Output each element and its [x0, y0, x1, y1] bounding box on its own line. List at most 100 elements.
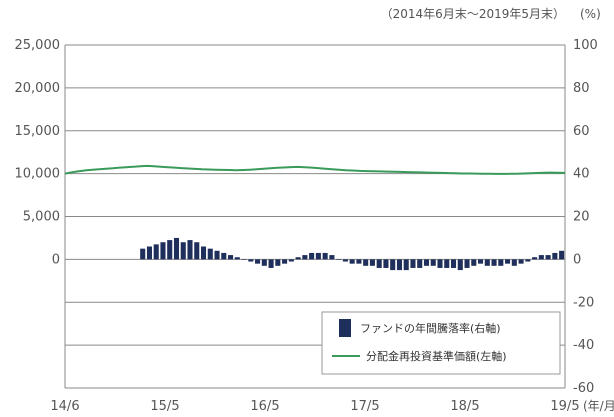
bar: [369, 259, 375, 266]
bar: [167, 240, 173, 260]
period-note: （2014年6月末～2019年5月末）: [381, 7, 565, 21]
bar: [194, 242, 200, 260]
bar: [390, 259, 396, 271]
bar: [471, 259, 477, 266]
bar: [248, 259, 254, 262]
bar: [552, 252, 558, 260]
x-tick-label: 17/5: [350, 399, 379, 414]
left-tick-label: 5,000: [23, 210, 60, 225]
right-tick-label: -60: [573, 381, 594, 396]
legend: ファンドの年間騰落率(右軸) 分配金再投資基準価額(左軸): [321, 311, 561, 375]
bar: [282, 259, 288, 264]
legend-bar-swatch: [339, 319, 351, 337]
bar: [160, 242, 166, 260]
bar: [275, 259, 281, 266]
legend-line-label: 分配金再投資基準価額(左軸): [366, 349, 507, 363]
bar: [268, 259, 274, 268]
bar: [255, 259, 261, 264]
bar: [376, 259, 382, 268]
x-tick-label: 15/5: [150, 399, 179, 414]
bar: [214, 250, 220, 260]
bar: [450, 259, 457, 268]
left-tick-label: 10,000: [15, 167, 61, 182]
bar: [336, 259, 342, 260]
bar: [498, 259, 504, 266]
right-tick-label: 60: [573, 124, 590, 139]
bar: [518, 259, 524, 264]
left-tick-label: 25,000: [15, 38, 61, 53]
bar: [295, 257, 301, 260]
right-tick-label: -20: [573, 295, 594, 310]
bar: [140, 248, 146, 260]
bar: [153, 244, 159, 260]
bar: [383, 259, 389, 268]
bar: [146, 246, 152, 260]
bar: [532, 257, 538, 260]
bar: [342, 259, 348, 262]
legend-box: [321, 311, 561, 375]
bar: [180, 242, 186, 260]
right-axis-unit: (%): [580, 7, 601, 21]
bar: [329, 255, 335, 260]
bar: [538, 255, 544, 260]
bar: [430, 259, 436, 266]
line-series: [64, 164, 566, 175]
bar: [396, 259, 402, 271]
x-axis-unit: (年/月): [583, 399, 614, 413]
bar: [484, 259, 490, 266]
right-tick-label: 20: [573, 210, 590, 225]
x-tick-label: 16/5: [250, 399, 279, 414]
x-tick-label: 18/5: [450, 399, 479, 414]
line-path: [64, 164, 566, 175]
right-tick-label: 80: [573, 81, 590, 96]
bar: [525, 259, 531, 262]
bar-series: [140, 237, 565, 271]
right-tick-label: 40: [573, 167, 590, 182]
bar: [403, 259, 409, 271]
bar: [241, 259, 247, 260]
bar: [545, 255, 551, 260]
bar: [423, 259, 430, 266]
right-tick-label: -40: [573, 338, 594, 353]
bar: [478, 259, 484, 264]
bar: [302, 255, 308, 260]
x-tick-label: 14/6: [50, 399, 79, 414]
left-tick-label: 15,000: [15, 124, 61, 139]
bar: [457, 259, 463, 271]
bar: [207, 248, 213, 260]
left-axis-ticks: 25,000 20,000 15,000 10,000 5,000 0: [15, 38, 61, 267]
bar: [221, 252, 227, 260]
bar: [187, 240, 193, 260]
bar: [444, 259, 450, 268]
bar: [288, 259, 294, 262]
bar: [437, 259, 443, 268]
bar: [173, 237, 180, 260]
left-tick-label: 20,000: [15, 81, 61, 96]
bar: [505, 259, 511, 264]
bar: [261, 259, 267, 266]
bar: [511, 259, 517, 266]
bar: [363, 259, 369, 266]
x-axis-ticks: 14/6 15/5 16/5 17/5 18/5 19/5: [50, 399, 579, 414]
bar: [228, 255, 234, 260]
bar: [417, 259, 423, 268]
bar: [356, 259, 362, 264]
bar: [491, 259, 497, 266]
right-tick-label: 100: [573, 38, 598, 53]
bar: [349, 259, 355, 264]
bar: [559, 250, 565, 260]
bar: [322, 252, 328, 260]
legend-bar-label: ファンドの年間騰落率(右軸): [360, 321, 501, 335]
left-tick-label: 0: [52, 252, 60, 267]
bar: [234, 257, 240, 260]
right-tick-label: 0: [573, 252, 581, 267]
bar: [200, 246, 207, 260]
bar: [410, 259, 416, 268]
bar: [464, 259, 470, 268]
bar: [315, 252, 321, 260]
x-tick-label: 19/5: [550, 399, 579, 414]
right-axis-ticks: 100 80 60 40 20 0 -20 -40 -60: [573, 38, 598, 396]
bar: [309, 252, 315, 260]
